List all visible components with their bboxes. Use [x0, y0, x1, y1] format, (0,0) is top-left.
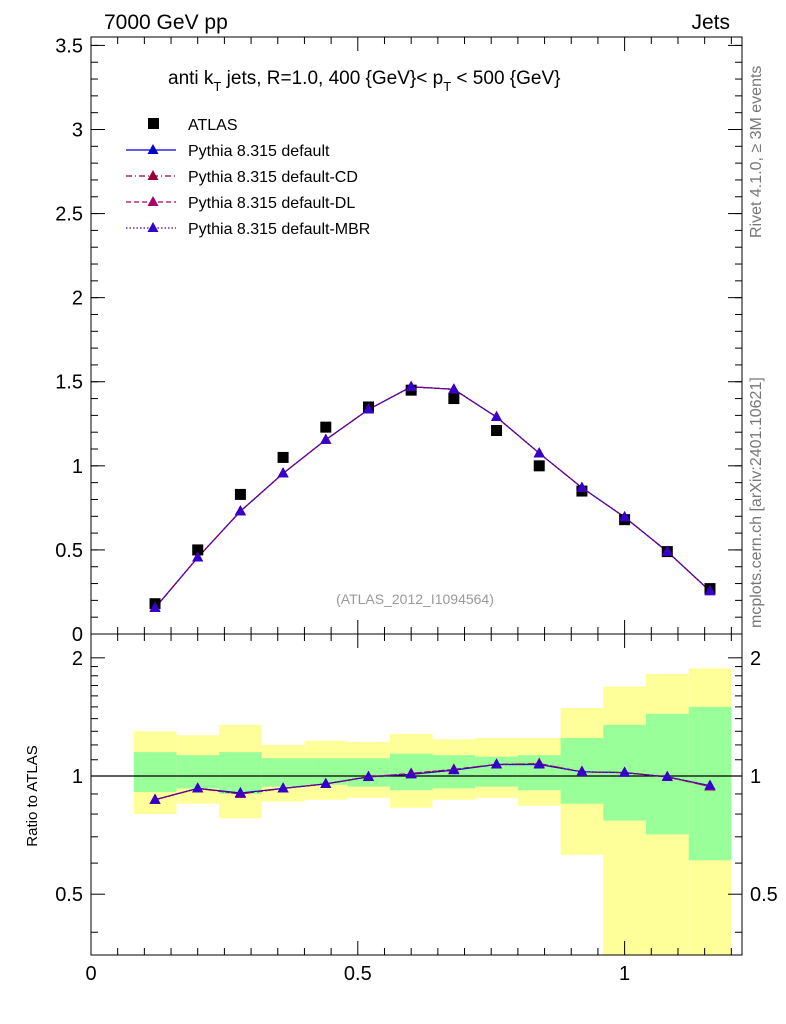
main-y-tick-label: 1.5	[55, 372, 83, 394]
ratio-y-tick-label: 2	[72, 648, 83, 670]
atlas-data-point	[234, 488, 246, 500]
main-series-line-4	[154, 386, 711, 609]
ratio-marker-3	[192, 782, 204, 793]
mc-marker-4	[405, 380, 417, 391]
x-tick-label: 0	[85, 963, 96, 985]
legend-label-4: Pythia 8.315 default-MBR	[188, 221, 370, 238]
atlas-data-point	[192, 544, 204, 556]
legend-marker-4	[147, 222, 159, 232]
ratio-y-tick-label: 1	[72, 766, 83, 788]
ratio-ylabel: Ratio to ATLAS	[24, 745, 41, 846]
legend-label-2: Pythia 8.315 default-CD	[188, 169, 358, 186]
legend-marker-2	[147, 170, 159, 180]
ratio-marker-3	[619, 766, 631, 777]
mc-marker-4	[277, 467, 289, 478]
mc-marker-4	[192, 551, 204, 562]
main-y-tick-label: 0	[72, 624, 83, 646]
ratio-series-line-1	[154, 763, 711, 801]
legend-label-0: ATLAS	[188, 117, 238, 134]
main-y-tick-label: 2	[72, 288, 83, 310]
ratio-marker-3	[234, 787, 246, 798]
ratio-band-green	[261, 758, 305, 787]
ratio-y-tick-label: 0.5	[55, 884, 83, 906]
header-left: 7000 GeV pp	[104, 11, 228, 34]
atlas-data-point	[448, 393, 460, 405]
legend-marker-3	[147, 196, 159, 206]
legend: ATLAS Pythia 8.315 default Pythia 8.315 de…	[126, 117, 370, 238]
ratio-marker-3	[576, 765, 588, 776]
ratio-band-green	[219, 752, 262, 794]
atlas-data-point	[277, 451, 289, 463]
main-panel: 0 0.5 1 1.5 2 2.5 3 3.5	[55, 35, 743, 646]
ratio-panel: 0.5 0.5 1 1 2 2 0 0.5 1	[55, 633, 778, 985]
ratio-marker-3	[661, 770, 673, 781]
mc-marker-4	[576, 481, 588, 492]
ratio-frame	[90, 633, 743, 956]
main-y-tick-label: 0.5	[55, 540, 83, 562]
ratio-y-tick-label-right: 2	[750, 648, 761, 670]
mc-marker-4	[704, 585, 716, 596]
main-y-tick-label: 3.5	[55, 35, 83, 57]
legend-marker-atlas	[148, 118, 159, 129]
ratio-series-line-3	[154, 763, 711, 801]
ratio-marker-3	[362, 770, 374, 781]
mc-marker-4	[320, 433, 332, 444]
mc-marker-4	[533, 447, 545, 458]
legend-marker-1	[147, 144, 159, 154]
mc-marker-4	[362, 403, 374, 414]
ratio-marker-3	[405, 768, 417, 779]
ratio-marker-3	[149, 793, 161, 804]
header-right: Jets	[691, 11, 730, 34]
mc-marker-4	[491, 411, 503, 422]
atlas-data-point	[533, 460, 545, 472]
analysis-watermark: (ATLAS_2012_I1094564)	[336, 591, 494, 607]
mc-marker-4	[149, 601, 161, 612]
chart-title: anti kT jets, R=1.0, 400 {GeV}< pT < 500…	[168, 68, 561, 94]
ratio-y-tick-label-right: 1	[750, 766, 761, 788]
atlas-data-point	[491, 425, 503, 437]
mc-marker-4	[619, 511, 631, 522]
mc-marker-4	[448, 383, 460, 394]
atlas-data-point	[320, 421, 332, 433]
ratio-marker-3	[704, 779, 716, 790]
ratio-marker-3	[491, 758, 503, 769]
main-y-tick-label: 1	[72, 456, 83, 478]
x-tick-label: 1	[619, 963, 630, 985]
mc-marker-4	[661, 545, 673, 556]
ratio-marker-3	[448, 764, 460, 775]
ratio-y-tick-label-right: 0.5	[750, 884, 778, 906]
ratio-marker-3	[533, 758, 545, 769]
main-y-tick-label: 3	[72, 119, 83, 141]
main-y-tick-label: 2.5	[55, 204, 83, 226]
ratio-marker-3	[320, 777, 332, 788]
ratio-marker-3	[277, 782, 289, 793]
ratio-band-green	[133, 752, 177, 793]
x-tick-label: 0.5	[344, 963, 372, 985]
legend-label-3: Pythia 8.315 default-DL	[188, 195, 355, 212]
mc-marker-4	[234, 505, 246, 516]
rivet-label: Rivet 4.1.0, ≥ 3M events	[748, 66, 765, 238]
mcplots-label: mcplots.cern.ch [arXiv:2401.10621]	[748, 377, 765, 628]
legend-label-1: Pythia 8.315 default	[188, 143, 330, 160]
